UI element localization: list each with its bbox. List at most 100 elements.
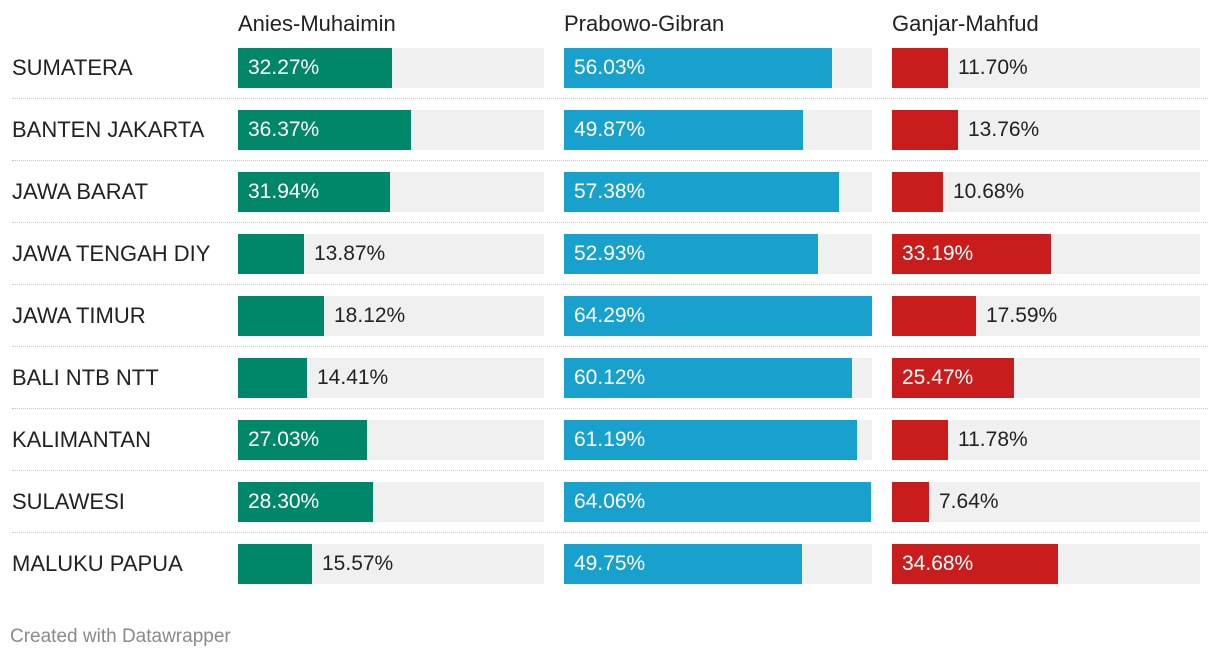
bar-track: 56.03% bbox=[564, 48, 872, 88]
row-separator bbox=[12, 408, 1208, 409]
value-label: 10.68% bbox=[953, 180, 1025, 203]
bar-track: 11.78% bbox=[892, 420, 1200, 460]
row-jawa-tengah-diy: JAWA TENGAH DIY 13.87% 52.93% 33.19% bbox=[0, 234, 1220, 296]
bar-anies-muhaimin bbox=[238, 110, 411, 150]
row-separator bbox=[12, 532, 1208, 533]
bar-ganjar-mahfud bbox=[892, 482, 929, 522]
row-sulawesi: SULAWESI 28.30% 64.06% 7.64% bbox=[0, 482, 1220, 544]
row-label: MALUKU PAPUA bbox=[12, 551, 183, 576]
column-header-ganjar-mahfud: Ganjar-Mahfud bbox=[892, 11, 1039, 36]
bar-prabowo-gibran bbox=[564, 544, 802, 584]
bar-track: 34.68% bbox=[892, 544, 1200, 584]
value-label: 64.06% bbox=[574, 490, 646, 513]
value-label: 49.87% bbox=[574, 118, 646, 141]
value-label: 61.19% bbox=[574, 428, 646, 451]
bar-track: 13.87% bbox=[238, 234, 544, 274]
value-label: 17.59% bbox=[986, 304, 1058, 327]
bar-anies-muhaimin bbox=[238, 172, 390, 212]
bar-prabowo-gibran bbox=[564, 172, 839, 212]
bar-anies-muhaimin bbox=[238, 482, 373, 522]
row-separator bbox=[12, 346, 1208, 347]
value-label: 36.37% bbox=[248, 118, 320, 141]
row-separator bbox=[12, 222, 1208, 223]
bar-prabowo-gibran bbox=[564, 48, 832, 88]
value-label: 56.03% bbox=[574, 56, 646, 79]
row-separator bbox=[12, 284, 1208, 285]
column-header-prabowo-gibran: Prabowo-Gibran bbox=[564, 11, 725, 36]
bar-prabowo-gibran bbox=[564, 234, 818, 274]
row-label: SULAWESI bbox=[12, 489, 125, 514]
bar-ganjar-mahfud bbox=[892, 234, 1051, 274]
value-label: 64.29% bbox=[574, 304, 646, 327]
value-label: 27.03% bbox=[248, 428, 320, 451]
value-label: 49.75% bbox=[574, 552, 646, 575]
value-label: 32.27% bbox=[248, 56, 320, 79]
row-jawa-barat: JAWA BARAT 31.94% 57.38% 10.68% bbox=[0, 172, 1220, 234]
datawrapper-credit: Created with Datawrapper bbox=[10, 626, 231, 647]
bar-track: 61.19% bbox=[564, 420, 872, 460]
bar-anies-muhaimin bbox=[238, 234, 304, 274]
bar-anies-muhaimin bbox=[238, 420, 367, 460]
bar-ganjar-mahfud bbox=[892, 172, 943, 212]
bar-track: 18.12% bbox=[238, 296, 544, 336]
bar-prabowo-gibran bbox=[564, 296, 872, 336]
value-label: 60.12% bbox=[574, 366, 646, 389]
chart: Anies-Muhaimin Prabowo-Gibran Ganjar-Mahfu… bbox=[0, 11, 1220, 584]
bar-track: 13.76% bbox=[892, 110, 1200, 150]
bar-ganjar-mahfud bbox=[892, 110, 958, 150]
bar-ganjar-mahfud bbox=[892, 296, 976, 336]
row-label: BANTEN JAKARTA bbox=[12, 117, 205, 142]
bar-anies-muhaimin bbox=[238, 358, 307, 398]
bar-track: 27.03% bbox=[238, 420, 544, 460]
value-label: 57.38% bbox=[574, 180, 646, 203]
row-separator bbox=[12, 470, 1208, 471]
bar-ganjar-mahfud bbox=[892, 420, 948, 460]
value-label: 28.30% bbox=[248, 490, 320, 513]
row-sumatera: SUMATERA 32.27% 56.03% 11.70% bbox=[0, 48, 1220, 110]
row-label: KALIMANTAN bbox=[12, 427, 151, 452]
bar-track: 11.70% bbox=[892, 48, 1200, 88]
row-label: BALI NTB NTT bbox=[12, 365, 159, 390]
bar-track: 17.59% bbox=[892, 296, 1200, 336]
bar-track: 7.64% bbox=[892, 482, 1200, 522]
bar-track: 36.37% bbox=[238, 110, 544, 150]
value-label: 14.41% bbox=[317, 366, 389, 389]
bar-track: 57.38% bbox=[564, 172, 872, 212]
bar-track: 52.93% bbox=[564, 234, 872, 274]
value-label: 11.78% bbox=[958, 428, 1028, 451]
bar-track: 15.57% bbox=[238, 544, 544, 584]
bar-track: 64.06% bbox=[564, 482, 872, 522]
value-label: 18.12% bbox=[334, 304, 406, 327]
bar-prabowo-gibran bbox=[564, 110, 803, 150]
value-label: 25.47% bbox=[902, 366, 974, 389]
row-jawa-timur: JAWA TIMUR 18.12% 64.29% 17.59% bbox=[0, 296, 1220, 358]
row-kalimantan: KALIMANTAN 27.03% 61.19% 11.78% bbox=[0, 420, 1220, 482]
bar-track: 60.12% bbox=[564, 358, 872, 398]
value-label: 7.64% bbox=[939, 490, 999, 513]
value-label: 13.87% bbox=[314, 242, 386, 265]
bar-track: 32.27% bbox=[238, 48, 544, 88]
bar-track: 49.75% bbox=[564, 544, 872, 584]
bar-track: 64.29% bbox=[564, 296, 872, 336]
bar-anies-muhaimin bbox=[238, 544, 312, 584]
bar-ganjar-mahfud bbox=[892, 544, 1058, 584]
bar-track: 28.30% bbox=[238, 482, 544, 522]
value-label: 13.76% bbox=[968, 118, 1040, 141]
bar-prabowo-gibran bbox=[564, 482, 871, 522]
bar-track: 10.68% bbox=[892, 172, 1200, 212]
value-label: 31.94% bbox=[248, 180, 320, 203]
row-banten-jakarta: BANTEN JAKARTA 36.37% 49.87% 13.76% bbox=[0, 110, 1220, 172]
bar-track: 14.41% bbox=[238, 358, 544, 398]
row-label: JAWA TIMUR bbox=[12, 303, 146, 328]
row-maluku-papua: MALUKU PAPUA 15.57% 49.75% 34.68% bbox=[0, 544, 1220, 606]
row-label: JAWA BARAT bbox=[12, 179, 149, 204]
row-label: SUMATERA bbox=[12, 55, 133, 80]
value-label: 11.70% bbox=[958, 56, 1028, 79]
bar-ganjar-mahfud bbox=[892, 48, 948, 88]
value-label: 15.57% bbox=[322, 552, 394, 575]
row-separator bbox=[12, 98, 1208, 99]
bar-prabowo-gibran bbox=[564, 420, 857, 460]
value-label: 33.19% bbox=[902, 242, 974, 265]
row-separator bbox=[12, 160, 1208, 161]
row-bali-ntb-ntt: BALI NTB NTT 14.41% 60.12% 25.47% bbox=[0, 358, 1220, 420]
